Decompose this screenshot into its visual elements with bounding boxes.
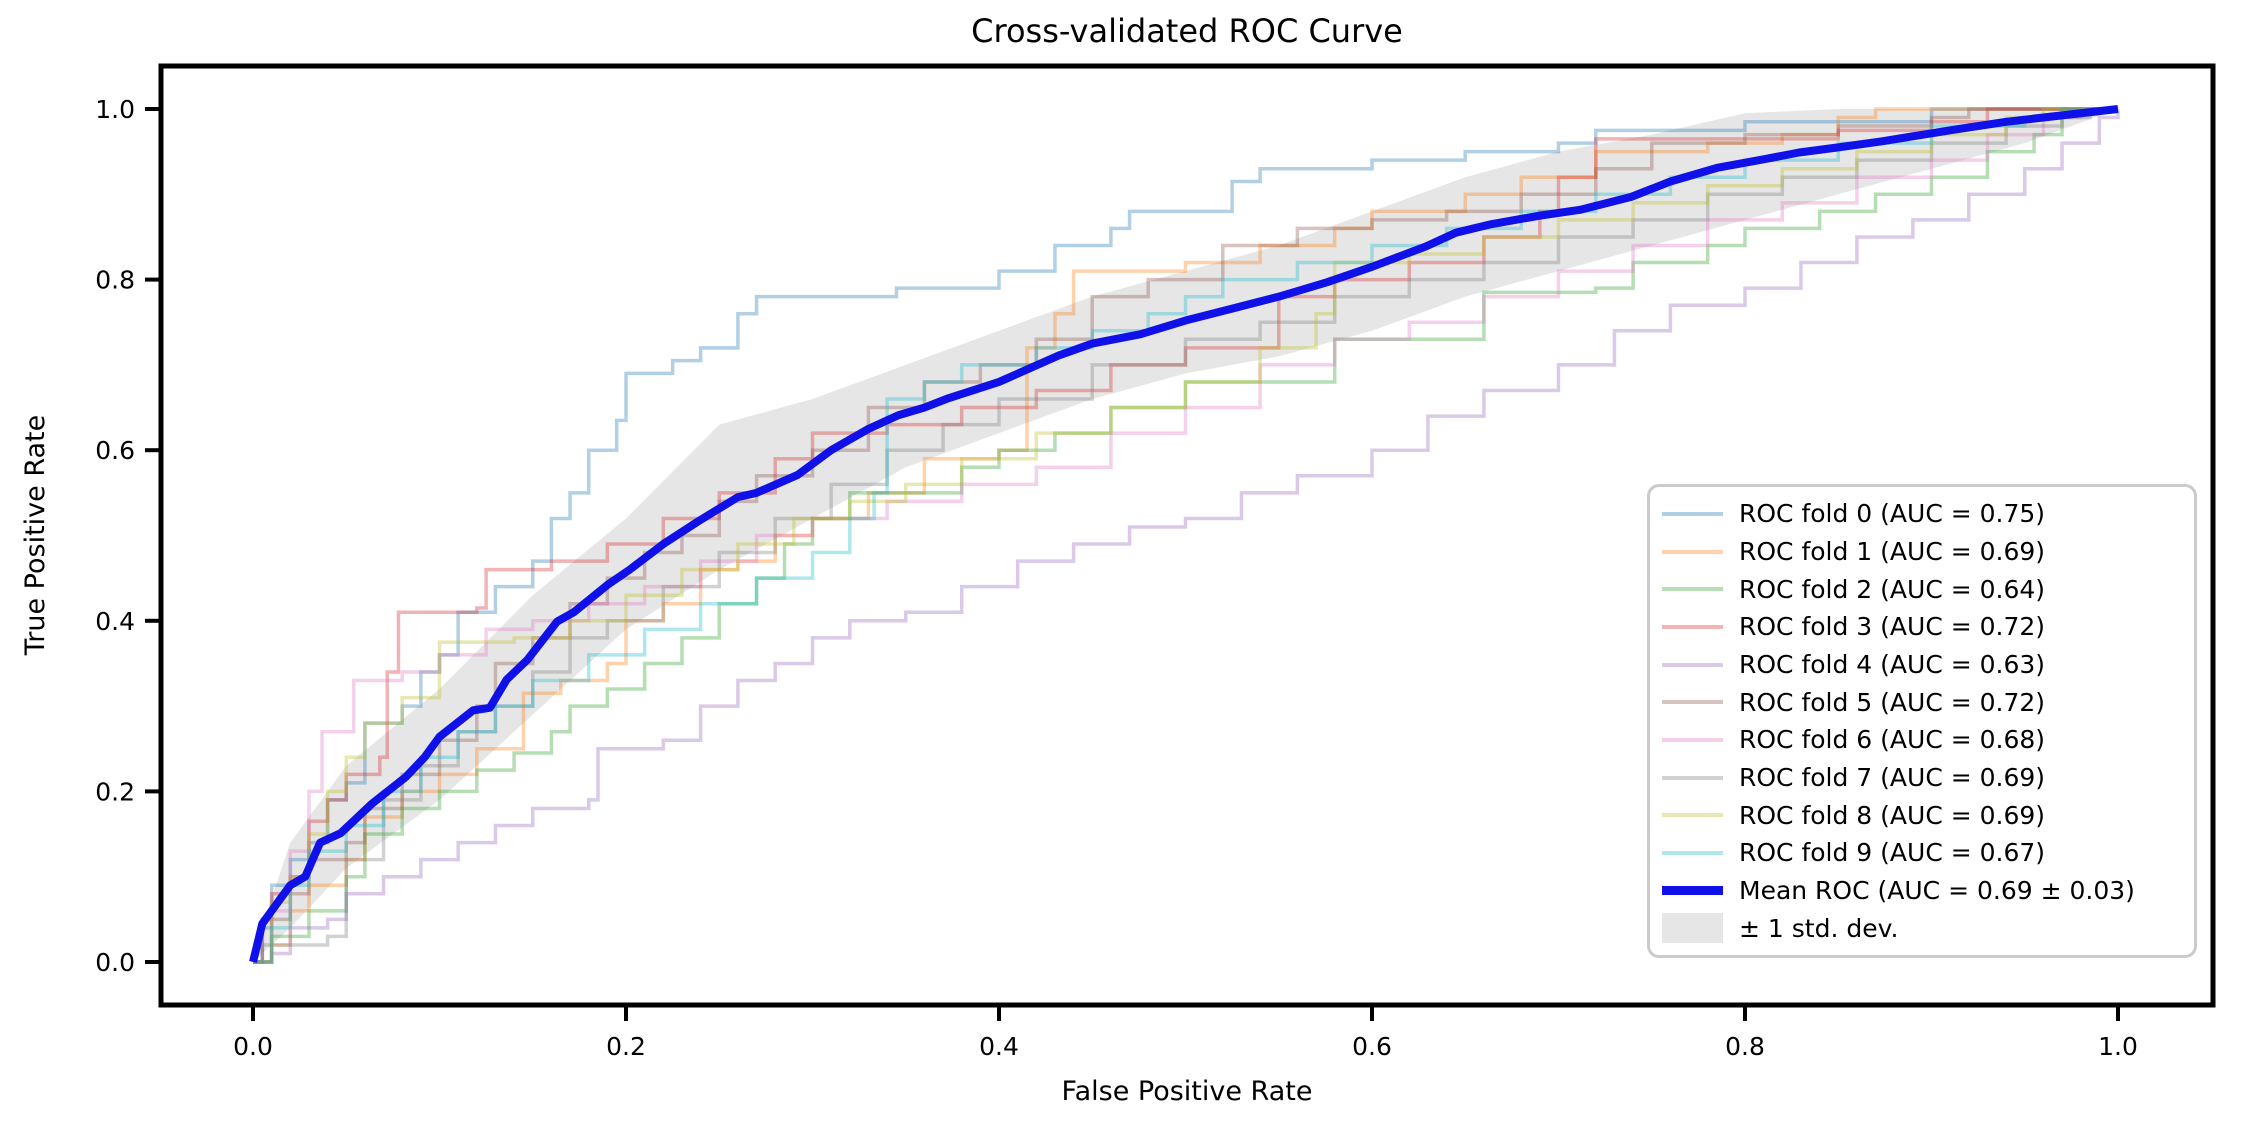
legend-entry-fold-8: ROC fold 8 (AUC = 0.69) — [1662, 796, 2182, 834]
legend-entry-mean-roc: Mean ROC (AUC = 0.69 ± 0.03) — [1662, 872, 2182, 910]
legend-entry-fold-6-swatch — [1662, 737, 1723, 742]
x-tick-label: 1.0 — [2098, 1032, 2138, 1061]
legend-entry-fold-4: ROC fold 4 (AUC = 0.63) — [1662, 646, 2182, 684]
y-tick-label: 0.8 — [95, 266, 135, 295]
roc-fold-8-curve — [253, 107, 2118, 964]
y-tick-label: 1.0 — [95, 95, 135, 124]
roc-fold-2-curve — [253, 107, 2118, 964]
legend-entry-fold-3-swatch — [1662, 624, 1723, 629]
mean-roc-curve — [249, 105, 2119, 963]
legend-entry-std-dev: ± 1 std. dev. — [1662, 909, 2182, 947]
legend-entry-fold-7: ROC fold 7 (AUC = 0.69) — [1662, 759, 2182, 797]
legend-entry-fold-6-label: ROC fold 6 (AUC = 0.68) — [1739, 725, 2046, 755]
legend-entry-mean-roc-label: Mean ROC (AUC = 0.69 ± 0.03) — [1739, 876, 2135, 906]
legend-entry-fold-6: ROC fold 6 (AUC = 0.68) — [1662, 721, 2182, 759]
y-axis-label: True Positive Rate — [20, 415, 51, 657]
legend-entry-fold-5-swatch — [1662, 700, 1723, 705]
legend-entry-fold-5-label: ROC fold 5 (AUC = 0.72) — [1739, 687, 2046, 717]
roc-fold-0-curve — [253, 107, 2118, 964]
legend-entry-fold-7-label: ROC fold 7 (AUC = 0.69) — [1739, 763, 2046, 793]
legend-entry-fold-4-swatch — [1662, 662, 1723, 667]
legend-entry-fold-7-swatch — [1662, 775, 1723, 780]
roc-fold-6-curve — [253, 107, 2118, 964]
legend-entry-fold-9: ROC fold 9 (AUC = 0.67) — [1662, 834, 2182, 872]
legend-entry-std-dev-label: ± 1 std. dev. — [1739, 913, 1899, 943]
y-tick-label: 0.0 — [95, 948, 135, 977]
legend-entry-fold-5: ROC fold 5 (AUC = 0.72) — [1662, 683, 2182, 721]
x-axis-label: False Positive Rate — [1062, 1076, 1313, 1107]
roc-fold-4-curve — [253, 109, 2120, 964]
y-tick-label: 0.2 — [95, 777, 135, 806]
y-tick-label: 0.6 — [95, 436, 135, 465]
std-dev-band — [253, 109, 2118, 962]
legend-entry-fold-3-label: ROC fold 3 (AUC = 0.72) — [1739, 612, 2046, 642]
roc-fold-7-curve — [253, 107, 2118, 964]
legend-entry-fold-1-label: ROC fold 1 (AUC = 0.69) — [1739, 537, 2046, 566]
legend-entry-fold-4-label: ROC fold 4 (AUC = 0.63) — [1739, 650, 2046, 680]
x-tick-label: 0.2 — [606, 1032, 646, 1061]
legend-entry-fold-0-label: ROC fold 0 (AUC = 0.75) — [1739, 499, 2046, 529]
legend-entry-fold-9-label: ROC fold 9 (AUC = 0.67) — [1739, 838, 2046, 868]
legend-entry-std-dev-swatch — [1662, 913, 1723, 944]
legend-entry-fold-8-label: ROC fold 8 (AUC = 0.69) — [1739, 800, 2046, 830]
legend-entry-fold-2: ROC fold 2 (AUC = 0.64) — [1662, 570, 2182, 608]
roc-fold-5-curve — [253, 107, 2118, 964]
legend-entry-fold-1: ROC fold 1 (AUC = 0.69) — [1662, 533, 2182, 571]
roc-fold-1-curve — [253, 107, 2118, 964]
legend-entry-fold-8-swatch — [1662, 813, 1723, 818]
x-tick-label: 0.8 — [1725, 1032, 1765, 1061]
legend-entry-fold-2-swatch — [1662, 587, 1723, 592]
chart-title: Cross-validated ROC Curve — [971, 12, 1403, 50]
x-tick-label: 0.0 — [233, 1032, 273, 1061]
legend-entry-fold-0: ROC fold 0 (AUC = 0.75) — [1662, 495, 2182, 533]
chart-legend: ROC fold 0 (AUC = 0.75) ROC fold 1 (AUC =… — [1647, 484, 2197, 958]
x-tick-label: 0.4 — [979, 1032, 1019, 1061]
axes-spines — [158, 63, 2216, 1008]
legend-entry-fold-1-swatch — [1662, 549, 1723, 554]
legend-entry-fold-9-swatch — [1662, 850, 1723, 855]
x-tick-label: 0.6 — [1352, 1032, 1392, 1061]
legend-entry-fold-2-label: ROC fold 2 (AUC = 0.64) — [1739, 574, 2046, 604]
legend-entry-mean-roc-swatch — [1662, 886, 1723, 896]
y-tick-label: 0.4 — [95, 607, 135, 636]
legend-entry-fold-3: ROC fold 3 (AUC = 0.72) — [1662, 608, 2182, 646]
legend-entry-fold-0-swatch — [1662, 511, 1723, 516]
